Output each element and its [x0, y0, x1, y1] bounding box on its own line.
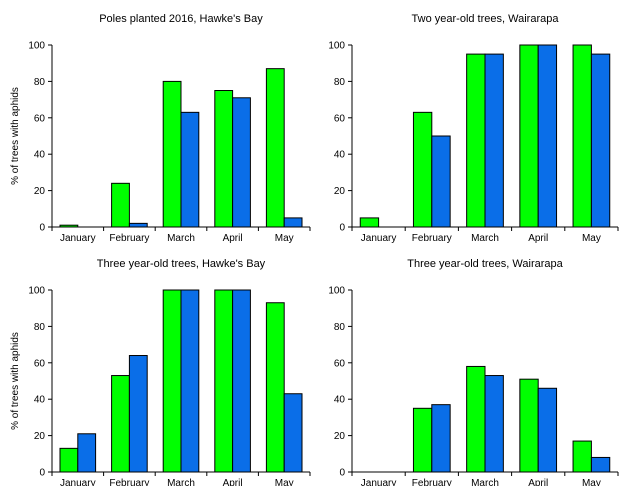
- chart-panel-3: Three year-old trees, Hawke's Bay % of tr…: [10, 258, 311, 486]
- y-tick-label: 60: [334, 358, 346, 369]
- bar-february-series-1: [111, 182, 130, 228]
- bar-april-series-1: [519, 378, 539, 473]
- x-tick-label: April: [528, 233, 548, 244]
- x-tick-label: May: [275, 233, 294, 244]
- y-tick-label: 40: [34, 150, 46, 161]
- x-tick-label: March: [167, 478, 195, 486]
- bar-may-series-2: [283, 393, 303, 473]
- y-axis-label: % of trees with aphids: [10, 87, 21, 185]
- bar-march-series-2: [180, 111, 200, 228]
- x-tick-label: April: [528, 478, 548, 486]
- bar-february-series-2: [128, 222, 148, 228]
- x-tick-label: March: [471, 233, 499, 244]
- x-tick-label: March: [167, 233, 195, 244]
- bar-january-series-1: [59, 224, 79, 228]
- x-tick-label: February: [412, 478, 452, 486]
- y-tick-label: 80: [334, 77, 346, 88]
- y-tick-label: 60: [334, 113, 346, 124]
- y-tick-label: 60: [34, 358, 46, 369]
- y-tick-label: 40: [334, 150, 346, 161]
- bar-may-series-2: [590, 53, 611, 228]
- bar-april-series-1: [214, 90, 234, 228]
- bar-march-series-1: [466, 53, 486, 228]
- y-tick-label: 20: [34, 186, 46, 197]
- bar-april-series-1: [214, 289, 234, 473]
- bar-may-series-2: [283, 217, 303, 228]
- x-tick-label: April: [223, 233, 243, 244]
- bar-march-series-2: [180, 289, 200, 473]
- bar-january-series-1: [59, 447, 79, 473]
- bar-may-series-1: [265, 302, 285, 473]
- bar-march-series-2: [484, 375, 504, 473]
- bar-february-series-1: [412, 407, 433, 473]
- x-tick-label: January: [361, 478, 397, 486]
- bar-february-series-1: [412, 111, 433, 228]
- x-tick-label: April: [223, 478, 243, 486]
- chart-panel-4: Three year-old trees, Wairarapa 0 20 40 60 80…: [328, 258, 619, 486]
- bar-january-series-2: [77, 433, 97, 473]
- y-tick-label: 100: [28, 41, 45, 52]
- x-tick-label: February: [109, 233, 149, 244]
- x-tick-label: January: [361, 233, 397, 244]
- bar-may-series-1: [572, 44, 592, 228]
- y-tick-label: 0: [339, 468, 345, 479]
- y-tick-label: 20: [334, 431, 346, 442]
- y-tick-label: 100: [28, 286, 45, 297]
- x-tick-label: March: [471, 478, 499, 486]
- chart-title: Poles planted 2016, Hawke's Bay: [99, 13, 263, 25]
- bar-april-series-2: [537, 44, 558, 228]
- bar-april-series-1: [519, 44, 539, 228]
- bar-january-series-1: [359, 217, 380, 228]
- y-tick-label: 0: [339, 223, 345, 234]
- y-tick-label: 40: [334, 395, 346, 406]
- y-tick-label: 20: [334, 186, 346, 197]
- bar-may-series-1: [265, 68, 285, 228]
- bar-march-series-1: [162, 289, 182, 473]
- x-tick-label: May: [582, 478, 601, 486]
- bar-april-series-2: [232, 97, 251, 228]
- bar-february-series-2: [431, 404, 451, 473]
- y-tick-label: 0: [39, 223, 45, 234]
- x-tick-label: May: [275, 478, 294, 486]
- x-tick-label: January: [60, 233, 96, 244]
- x-tick-label: February: [109, 478, 149, 486]
- x-tick-label: January: [60, 478, 96, 486]
- y-tick-label: 0: [39, 468, 45, 479]
- chart-title: Three year-old trees, Wairarapa: [407, 258, 563, 270]
- chart-title: Three year-old trees, Hawke's Bay: [97, 258, 266, 270]
- bar-may-series-1: [572, 440, 592, 473]
- chart-panel-2: Two year-old trees, Wairarapa 0 20 40 60 80 10…: [328, 13, 619, 244]
- bar-march-series-1: [466, 365, 486, 473]
- y-tick-label: 60: [34, 113, 46, 124]
- bar-march-series-2: [484, 53, 504, 228]
- bar-february-series-1: [111, 375, 130, 473]
- bar-february-series-2: [431, 135, 451, 228]
- y-axis-label: % of trees with aphids: [10, 332, 21, 430]
- y-tick-label: 80: [34, 77, 46, 88]
- bar-march-series-1: [162, 80, 182, 228]
- chart-title: Two year-old trees, Wairarapa: [412, 13, 560, 25]
- bar-april-series-2: [537, 387, 558, 473]
- x-tick-label: February: [412, 233, 452, 244]
- y-tick-label: 100: [328, 286, 345, 297]
- y-tick-label: 80: [334, 322, 346, 333]
- chart-panel-1: Poles planted 2016, Hawke's Bay % of tree…: [10, 13, 311, 244]
- bar-february-series-2: [128, 355, 148, 473]
- y-tick-label: 40: [34, 395, 46, 406]
- y-tick-label: 100: [328, 41, 345, 52]
- y-tick-label: 80: [34, 322, 46, 333]
- bar-may-series-2: [590, 456, 611, 473]
- x-tick-label: May: [582, 233, 601, 244]
- y-tick-label: 20: [34, 431, 46, 442]
- bar-april-series-2: [232, 289, 251, 473]
